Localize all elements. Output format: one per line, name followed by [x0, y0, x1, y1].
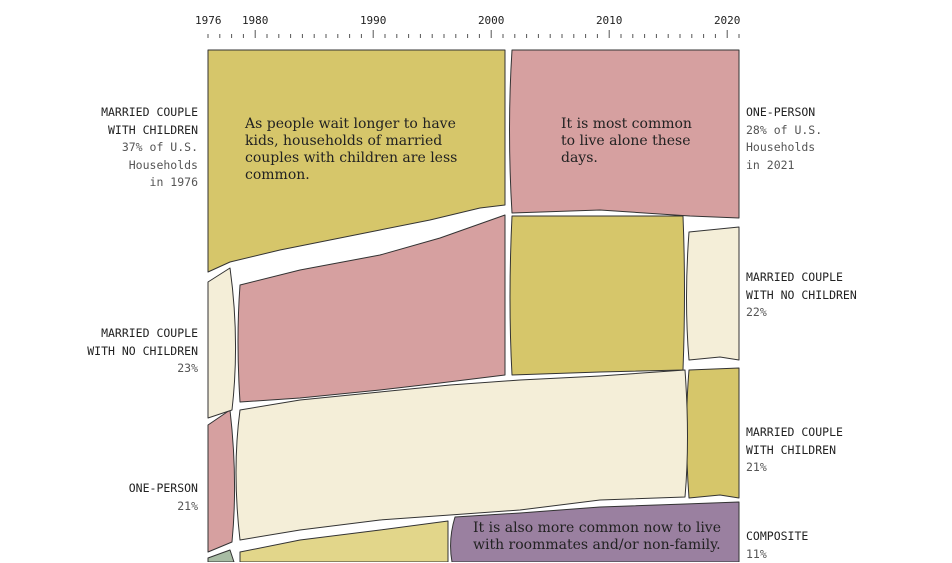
- label-value: 23%: [87, 360, 198, 378]
- label-title: MARRIED COUPLE: [746, 269, 857, 287]
- label-value: Households: [746, 139, 822, 157]
- annotation-married-children: As people wait longer to have kids, hous…: [245, 116, 460, 184]
- label-title: WITH NO CHILDREN: [87, 343, 198, 361]
- axis-tick-label: 2020: [714, 14, 741, 27]
- label-title: WITH CHILDREN: [746, 442, 843, 460]
- label-value: 11%: [746, 546, 808, 563]
- ribbon-one-person: [208, 410, 235, 552]
- left-label-married-with-children: MARRIED COUPLE WITH CHILDREN 37% of U.S.…: [101, 104, 198, 192]
- label-title: ONE-PERSON: [129, 480, 198, 498]
- ribbon-married-couple-with-no-children: [208, 268, 236, 418]
- label-value: 21%: [746, 459, 843, 477]
- ribbon-married-couple-with-children: [687, 368, 740, 498]
- annotation-composite: It is also more common now to live with …: [473, 520, 733, 554]
- right-label-composite: COMPOSITE 11%: [746, 528, 808, 563]
- axis-tick-label: 2000: [478, 14, 505, 27]
- label-title: MARRIED COUPLE: [101, 104, 198, 122]
- left-label-married-no-children: MARRIED COUPLE WITH NO CHILDREN 23%: [87, 325, 198, 378]
- label-value: 28% of U.S.: [746, 122, 822, 140]
- right-label-married-with-children: MARRIED COUPLE WITH CHILDREN 21%: [746, 424, 843, 477]
- axis-tick-label: 1990: [360, 14, 387, 27]
- axis-tick-label: 1976: [195, 14, 222, 27]
- label-value: 21%: [129, 498, 198, 516]
- ribbon-other: [208, 550, 234, 562]
- label-value: Households: [101, 157, 198, 175]
- label-title: WITH NO CHILDREN: [746, 287, 857, 305]
- label-title: COMPOSITE: [746, 528, 808, 546]
- label-title: WITH CHILDREN: [101, 122, 198, 140]
- axis-tick-label: 1980: [242, 14, 269, 27]
- right-label-one-person: ONE-PERSON 28% of U.S. Households in 202…: [746, 104, 822, 174]
- left-label-one-person: ONE-PERSON 21%: [129, 480, 198, 515]
- label-title: ONE-PERSON: [746, 104, 822, 122]
- label-value: 22%: [746, 304, 857, 322]
- label-value: in 2021: [746, 157, 822, 175]
- label-value: in 1976: [101, 174, 198, 192]
- right-label-married-no-children: MARRIED COUPLE WITH NO CHILDREN 22%: [746, 269, 857, 322]
- label-title: MARRIED COUPLE: [87, 325, 198, 343]
- label-value: 37% of U.S.: [101, 139, 198, 157]
- label-title: MARRIED COUPLE: [746, 424, 843, 442]
- axis-tick-label: 2010: [596, 14, 623, 27]
- annotation-one-person: It is most common to live alone these da…: [561, 116, 701, 167]
- ribbon-married-couple-with-no-children: [687, 227, 740, 360]
- ribbon-married-couple-with-children: [510, 216, 685, 375]
